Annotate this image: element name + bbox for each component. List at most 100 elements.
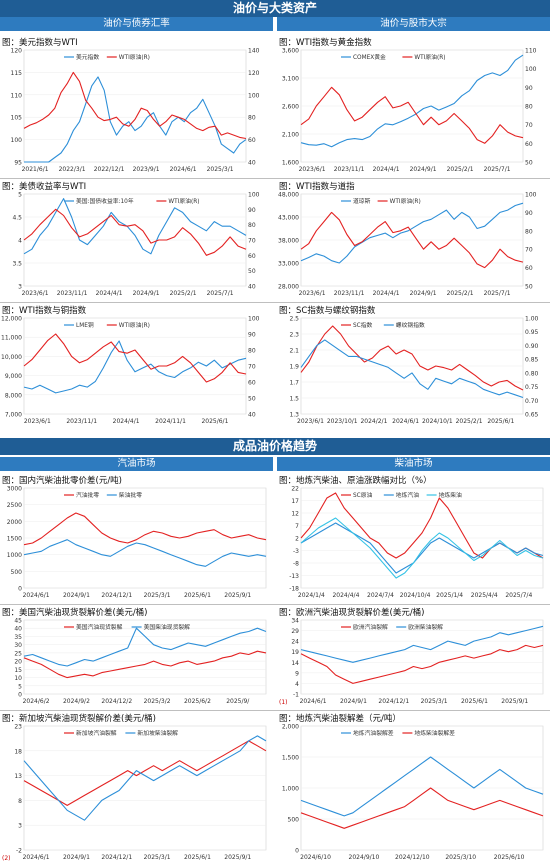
y-tick-label: -13 xyxy=(289,573,299,580)
x-tick-label: 2023/11/1 xyxy=(57,290,88,297)
series-line-0 xyxy=(300,202,524,264)
series-line-1 xyxy=(23,539,267,567)
legend-label: WTI原油(R) xyxy=(414,53,445,61)
x-tick-label: 2024/4/1 xyxy=(373,166,400,173)
legend-label: 汽油批零 xyxy=(76,491,99,499)
y-tick-label: 9,000 xyxy=(5,373,22,380)
y2-tick-label: 90 xyxy=(248,332,256,339)
x-tick-label: 2024/10/1 xyxy=(422,418,453,425)
series-line-1 xyxy=(23,627,267,667)
chart-panel: 图：美国汽柴油现货裂解价差(美元/桶) 45 40 35 30 25 20 15 10 5 0 202… xyxy=(0,606,272,708)
y-bottom-label: (1) xyxy=(279,699,288,706)
x-tick-label: 2025/6/1 xyxy=(461,698,488,705)
plot-area xyxy=(23,49,247,163)
legend-label: 欧洲柴油裂解 xyxy=(408,623,443,631)
legend-label: 地炼柴油 xyxy=(439,491,462,499)
line-chart: 34 29 24 19 14 9 4 -1 (1) 2024/6/1 2024/9/1 2024/12… xyxy=(279,618,544,706)
y2-tick-label: 90 xyxy=(248,207,256,214)
x-tick-label: 2021/6/1 xyxy=(22,166,49,173)
x-tick-label: 2025/2/1 xyxy=(170,290,197,297)
y2-tick-label: 60 xyxy=(248,253,256,260)
y-tick-label: -2 xyxy=(16,848,22,855)
line-chart: 23 18 13 8 3 -2 (2) 2024/6/1 2024/9/1 2024/12/1 20… xyxy=(2,724,267,862)
chart-panel: 图：美债收益率与WTI 5 4.5 4 3.5 3 100 90 80 70 60 50 40 2023/… xyxy=(0,180,272,300)
x-tick-label: 2023/6/1 xyxy=(22,290,49,297)
y-tick-label: 1.5 xyxy=(289,396,299,403)
y-tick-label: 7,000 xyxy=(5,412,22,419)
x-tick-label: 2023/11/1 xyxy=(334,290,365,297)
chart-panel: 图：欧洲汽柴油现货裂解价差(美元/桶) 34 29 24 19 14 9 4 -1 (1) 2024… xyxy=(277,606,549,708)
y-tick-label: 0 xyxy=(295,848,299,855)
x-tick-label: 2023/11/1 xyxy=(334,166,365,173)
y2-tick-label: 140 xyxy=(248,48,260,55)
y-tick-label: 18 xyxy=(14,748,22,755)
y-tick-label: 24 xyxy=(291,639,299,646)
legend-label: WTI原油(R) xyxy=(168,197,199,205)
x-tick-label: 2024/9/1 xyxy=(63,592,90,599)
legend-label: 地炼汽油裂解差 xyxy=(353,729,394,737)
legend-label: 螺纹钢指数 xyxy=(396,321,425,329)
y-tick-label: 1.9 xyxy=(289,364,299,371)
y-tick-label: 25 xyxy=(14,650,22,657)
products-section-banner: 成品油价格趋势 xyxy=(0,438,550,455)
legend-label: COMEX黄金 xyxy=(353,53,386,61)
x-tick-label: 2025/7/1 xyxy=(484,166,511,173)
legend-label: 地炼汽油 xyxy=(396,491,419,499)
y2-tick-label: 0.95 xyxy=(525,329,539,336)
x-tick-label: 2024/9/1 xyxy=(133,290,160,297)
series-line-0 xyxy=(23,650,267,679)
y-tick-label: -3 xyxy=(293,548,299,555)
y2-tick-label: 60 xyxy=(525,141,533,148)
y-tick-label: 1.3 xyxy=(289,412,299,419)
legend-label: 道琼斯 xyxy=(353,197,371,205)
x-tick-label: 2025/3/1 xyxy=(421,698,448,705)
y-tick-label: 1,500 xyxy=(282,755,299,762)
x-tick-label: 2024/4/4 xyxy=(332,592,359,599)
legend-label: SC指数 xyxy=(353,321,373,329)
y-tick-label: 2000 xyxy=(7,519,22,526)
y-tick-label: 28,000 xyxy=(278,284,299,291)
series-line-0 xyxy=(23,198,247,255)
y2-tick-label: 70 xyxy=(248,238,256,245)
x-tick-label: 2025/9/ xyxy=(226,698,250,705)
legend-label: 新加坡汽油裂解 xyxy=(76,729,117,737)
y-tick-label: 1,000 xyxy=(282,786,299,793)
y2-tick-label: 1.00 xyxy=(525,316,539,323)
x-tick-label: 2025/9/1 xyxy=(224,854,251,861)
chart-panel: 图：新加坡汽柴油现货裂解价差(美元/桶) 23 18 13 8 3 -2 (2) 2024/6/… xyxy=(0,712,272,864)
y-tick-label: 3,600 xyxy=(282,48,299,55)
y2-tick-label: 40 xyxy=(248,284,256,291)
y-tick-label: 1000 xyxy=(7,552,22,559)
x-tick-label: 2024/6/1 xyxy=(23,854,50,861)
y2-tick-label: 90 xyxy=(525,210,533,217)
y-tick-label: 12 xyxy=(291,511,299,518)
y-tick-label: 2,100 xyxy=(282,132,299,139)
y-tick-label: 35 xyxy=(14,634,22,641)
y-tick-label: 1500 xyxy=(7,536,22,543)
x-tick-label: 2025/6/1 xyxy=(184,854,211,861)
y-tick-label: 3 xyxy=(18,823,22,830)
y-tick-label: 7 xyxy=(295,523,299,530)
y2-tick-label: 50 xyxy=(525,284,533,291)
right-header: 油价与股市大宗 xyxy=(277,17,550,31)
y2-tick-label: 40 xyxy=(248,160,256,167)
x-tick-label: 2024/9/2 xyxy=(63,698,90,705)
legend-label: LME铜 xyxy=(76,321,94,329)
line-chart: 3,600 3,100 2,600 2,100 1,600 110 100 90 80 70 60 5… xyxy=(282,48,537,174)
y-tick-label: 1.7 xyxy=(289,380,299,387)
x-tick-label: 2025/3/1 xyxy=(144,854,171,861)
chart-title: 图：WTI指数与铜指数 xyxy=(2,306,87,316)
y2-tick-label: 0.70 xyxy=(525,398,539,405)
divider xyxy=(0,604,550,605)
series-line-2 xyxy=(300,517,544,579)
y-tick-label: 2 xyxy=(295,536,299,543)
y-tick-label: 9 xyxy=(295,670,299,677)
y2-tick-label: 60 xyxy=(248,137,256,144)
y-tick-label: 4 xyxy=(295,681,299,688)
x-tick-label: 2024/9/1 xyxy=(340,698,367,705)
y-tick-label: 48,000 xyxy=(278,192,299,199)
y-tick-label: 2.1 xyxy=(289,348,299,355)
x-tick-label: 2023/6/1 xyxy=(299,290,326,297)
y-tick-label: 2500 xyxy=(7,502,22,509)
y-tick-label: 11,000 xyxy=(1,335,22,342)
